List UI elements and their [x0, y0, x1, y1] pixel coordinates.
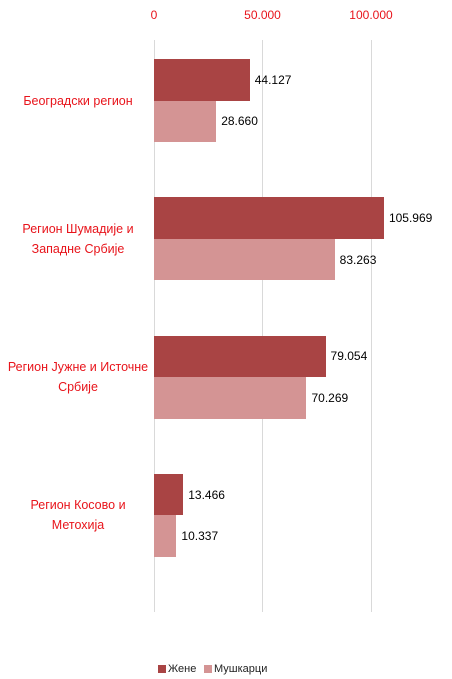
category-label: Београдски регион [23, 93, 133, 108]
value-label: 13.466 [188, 487, 225, 502]
bar [154, 100, 217, 142]
x-tick-label: 0 [150, 8, 158, 22]
bar [154, 377, 307, 419]
category-label: Регион Јужне и Источне Србије [7, 360, 149, 394]
category-label: Регион Шумадије и Западне Србије [22, 221, 134, 256]
grid-line [262, 40, 263, 612]
category-label: Регион Косово и Метохија [30, 498, 126, 533]
legend-label: Жене [168, 663, 197, 675]
grid-line [370, 40, 372, 612]
bar [154, 335, 326, 377]
value-label: 83.263 [339, 252, 377, 267]
value-label: 10.337 [181, 529, 219, 543]
legend-item: Жене [158, 663, 196, 675]
value-label: 79.054 [330, 349, 368, 364]
bar [154, 473, 184, 516]
bar [154, 197, 384, 239]
legend-item: Мушкарци [204, 663, 267, 675]
x-tick-label: 100.000 [349, 8, 393, 22]
x-tick-label: 50.000 [244, 8, 281, 22]
value-label: 105.969 [388, 211, 433, 225]
value-label: 44.127 [254, 72, 292, 87]
value-label: 28.660 [221, 114, 258, 129]
bar [154, 238, 335, 281]
grid-line [153, 40, 155, 612]
legend-swatch [204, 665, 212, 673]
bar [154, 515, 177, 557]
legend-swatch [158, 665, 166, 673]
bar [154, 59, 250, 101]
legend-label: Мушкарци [214, 663, 268, 675]
value-label: 70.269 [311, 390, 349, 405]
